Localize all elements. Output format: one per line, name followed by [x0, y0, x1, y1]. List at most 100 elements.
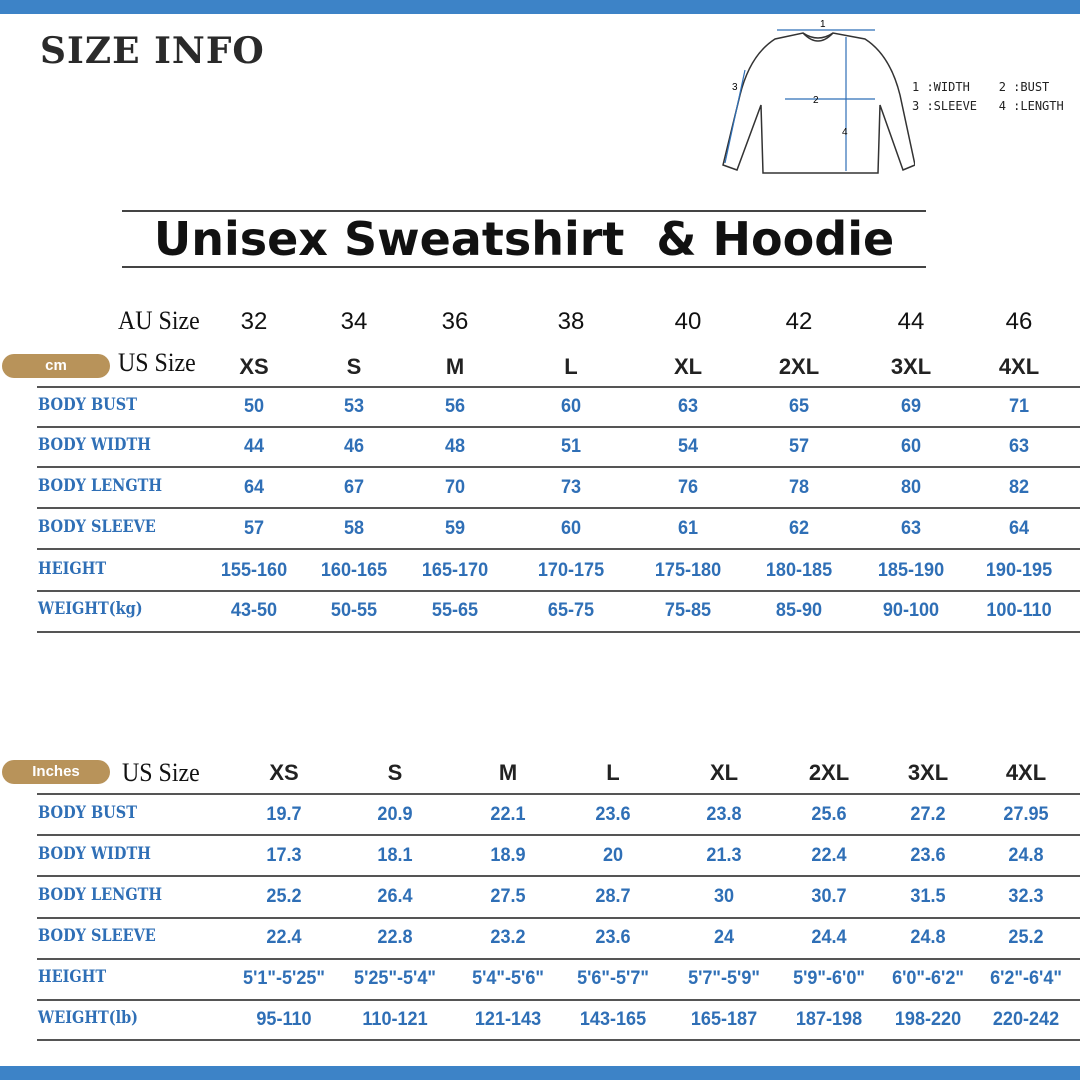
us-size-cell: L: [606, 760, 620, 785]
table-cell: 90-100: [882, 600, 940, 621]
table-cell: 5'6"-5'7": [577, 968, 649, 989]
heading-banner: Unisex Sweatshirt & Hoodie: [122, 210, 926, 268]
au-size-cell: 46: [1005, 308, 1033, 335]
table-cell: 5'7"-5'9": [688, 968, 760, 989]
row-divider: [37, 917, 1080, 919]
table-cell: 44: [243, 436, 265, 457]
us-size-label-cm: US Size: [118, 348, 196, 377]
sweatshirt-diagram-icon: 1 2 3 4: [722, 19, 915, 174]
table-cell: 43-50: [230, 600, 278, 621]
table-cell: 31.5: [910, 886, 946, 907]
table-cell: 165-170: [421, 560, 489, 581]
row-divider: [37, 548, 1080, 550]
table-cell: 20.9: [377, 804, 413, 825]
table-cell: 24: [713, 927, 735, 948]
row-divider: [37, 793, 1080, 795]
table-cell: 6'0"-6'2": [892, 968, 964, 989]
row-divider: [37, 958, 1080, 960]
table-cell: 27.95: [1003, 804, 1049, 825]
row-label: BODY WIDTH: [38, 844, 151, 864]
table-cell: 64: [1008, 518, 1030, 539]
table-cell: 23.2: [490, 927, 526, 948]
table-cell: 59: [444, 518, 466, 539]
table-cell: 26.4: [377, 886, 413, 907]
table-cell: 165-187: [690, 1009, 758, 1030]
table-cell: 63: [900, 518, 922, 539]
table-cell: 85-90: [775, 600, 823, 621]
table-cell: 198-220: [894, 1009, 962, 1030]
table-cell: 25.2: [1008, 927, 1044, 948]
table-cell: 76: [677, 477, 699, 498]
table-cell: 175-180: [654, 560, 722, 581]
us-size-cell: M: [445, 354, 465, 379]
table-cell: 30.7: [811, 886, 847, 907]
au-size-cell: 34: [340, 308, 368, 335]
us-size-cell: 3XL: [907, 760, 949, 785]
table-cell: 62: [788, 518, 810, 539]
au-size-label: AU Size: [118, 306, 200, 335]
us-size-cell: S: [387, 760, 403, 785]
au-size-cell: 44: [897, 308, 925, 335]
row-divider: [37, 631, 1080, 633]
row-label: WEIGHT(lb): [38, 1008, 139, 1028]
table-cell: 18.9: [490, 845, 526, 866]
table-cell: 5'4"-5'6": [472, 968, 544, 989]
diagram-label-4: 4: [842, 127, 848, 138]
table-cell: 100-110: [986, 600, 1052, 621]
table-cell: 28.7: [595, 886, 631, 907]
table-cell: 80: [900, 477, 922, 498]
table-cell: 22.8: [377, 927, 413, 948]
table-cell: 32.3: [1008, 886, 1044, 907]
unit-badge-cm: cm: [2, 354, 110, 378]
us-size-cell: XL: [709, 760, 739, 785]
table-cell: 25.2: [266, 886, 302, 907]
table-cell: 160-165: [320, 560, 388, 581]
top-accent-bar: [0, 0, 1080, 14]
table-cell: 22.4: [266, 927, 302, 948]
table-cell: 51: [560, 436, 582, 457]
table-cell: 180-185: [765, 560, 833, 581]
row-label: HEIGHT: [38, 967, 107, 987]
table-cell: 27.5: [490, 886, 526, 907]
au-size-cell: 32: [240, 308, 268, 335]
us-size-cell: S: [346, 354, 362, 379]
table-cell: 24.4: [811, 927, 847, 948]
table-cell: 24.8: [1008, 845, 1044, 866]
us-size-cell: XS: [269, 760, 299, 785]
au-size-cell: 42: [785, 308, 813, 335]
us-size-label-inches: US Size: [122, 758, 200, 787]
row-label: BODY BUST: [38, 395, 137, 415]
table-cell: 65-75: [547, 600, 595, 621]
table-cell: 30: [713, 886, 735, 907]
row-label: WEIGHT(kg): [38, 599, 143, 619]
table-cell: 70: [444, 477, 466, 498]
us-size-cell: 4XL: [998, 354, 1040, 379]
us-size-cell: L: [564, 354, 578, 379]
us-size-cell: 3XL: [890, 354, 932, 379]
table-cell: 155-160: [220, 560, 288, 581]
table-cell: 19.7: [266, 804, 302, 825]
row-label: BODY WIDTH: [38, 435, 151, 455]
table-cell: 50: [243, 396, 265, 417]
bottom-accent-bar: [0, 1066, 1080, 1080]
table-cell: 67: [343, 477, 365, 498]
unit-badge-inches: Inches: [2, 760, 110, 784]
table-cell: 143-165: [579, 1009, 647, 1030]
table-cell: 121-143: [474, 1009, 542, 1030]
row-label: BODY BUST: [38, 803, 137, 823]
row-label: BODY SLEEVE: [38, 517, 156, 537]
us-size-cell: 4XL: [1005, 760, 1047, 785]
au-size-cell: 36: [441, 308, 469, 335]
table-cell: 46: [343, 436, 365, 457]
table-cell: 95-110: [256, 1009, 312, 1030]
table-cell: 5'25"-5'4": [354, 968, 436, 989]
row-divider: [37, 386, 1080, 388]
us-size-cell: XL: [673, 354, 703, 379]
table-cell: 48: [444, 436, 466, 457]
row-divider: [37, 999, 1080, 1001]
table-cell: 5'1"-5'25": [243, 968, 325, 989]
row-divider: [37, 1039, 1080, 1041]
table-cell: 18.1: [377, 845, 413, 866]
row-label: BODY LENGTH: [38, 885, 163, 905]
row-divider: [37, 507, 1080, 509]
